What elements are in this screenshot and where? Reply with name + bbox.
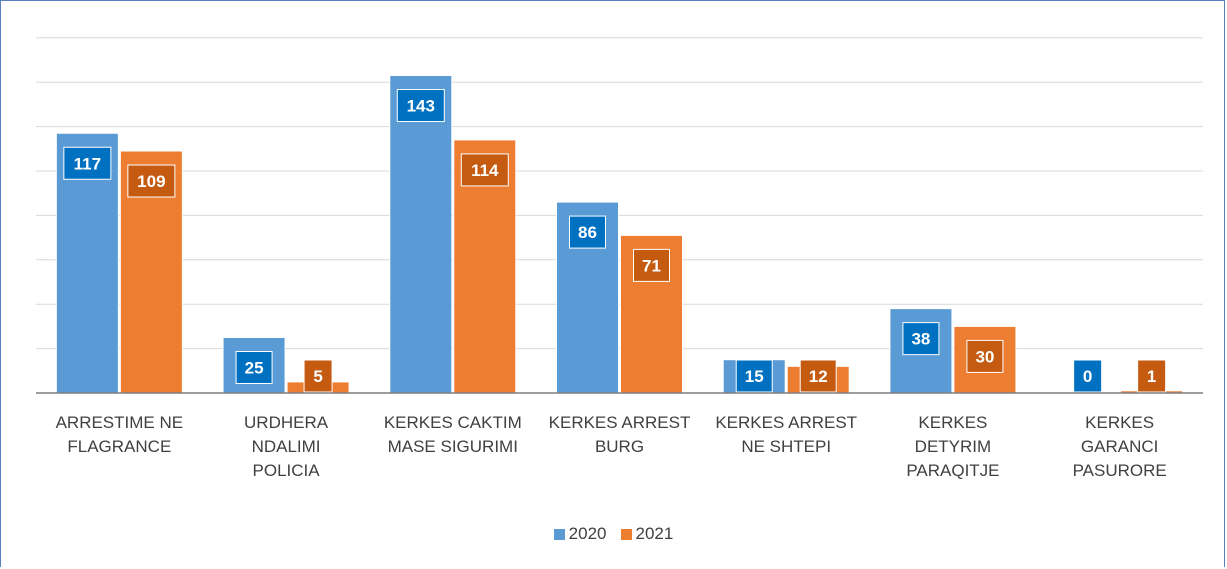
x-tick-label: URDHERA NDALIMI POLICIA — [244, 413, 329, 480]
data-label-2020: 0 — [1083, 367, 1092, 386]
data-label-box-2021 — [303, 359, 333, 393]
data-label-2021: 30 — [975, 347, 994, 366]
bar-2020 — [556, 201, 619, 394]
x-tick-label: KERKES GARANCI PASURORE — [1072, 413, 1167, 480]
data-label-box-2021 — [1137, 359, 1167, 393]
legend: 2020 2021 — [0, 524, 1227, 544]
legend-swatch — [553, 528, 565, 540]
bar-chart: 117 25 143 86 15 38 0 109 5 114 71 12 30 1 — [36, 37, 1203, 394]
data-label-box-2020 — [735, 359, 773, 393]
x-tick-label: KERKES ARREST NE SHTEPI — [715, 413, 858, 456]
legend-item-2020: 2020 — [553, 524, 607, 544]
data-label-2021: 71 — [642, 256, 661, 275]
data-label-box-2020 — [902, 322, 940, 356]
data-label-2021: 1 — [1147, 367, 1156, 386]
x-tick-label: KERKES DETYRIM PARAQITJE — [906, 413, 1000, 480]
data-label-box-2021 — [966, 339, 1004, 373]
data-label-2021: 12 — [809, 367, 828, 386]
x-tick-label: KERKES CAKTIM MASE SIGURIMI — [383, 413, 522, 456]
x-tick-label: KERKES ARREST BURG — [548, 413, 691, 456]
data-label-box-2021 — [799, 359, 837, 393]
x-tick-label: ARRESTIME NE FLAGRANCE — [55, 413, 184, 456]
data-label-box-2021 — [633, 248, 670, 282]
bar-2020 — [389, 75, 453, 394]
data-label-2021: 114 — [471, 161, 499, 180]
data-label-box-2020 — [569, 215, 606, 249]
data-label-2021: 109 — [137, 172, 165, 191]
data-label-box-2021 — [460, 153, 509, 187]
data-label-2020: 15 — [745, 367, 764, 386]
data-label-2020: 86 — [578, 223, 597, 242]
data-label-2020: 25 — [245, 359, 264, 378]
legend-label: 2020 — [568, 524, 607, 543]
data-label-box-2020 — [63, 146, 112, 180]
data-label-box-2020 — [396, 89, 445, 123]
data-label-2021: 5 — [313, 367, 322, 386]
legend-label: 2021 — [635, 524, 674, 543]
data-label-2020: 38 — [911, 330, 930, 349]
data-label-box-2021 — [127, 164, 176, 198]
data-label-2020: 117 — [74, 154, 101, 173]
legend-item-2021: 2021 — [620, 524, 674, 544]
legend-swatch — [620, 528, 632, 540]
data-label-2020: 143 — [407, 97, 435, 116]
data-label-box-2020 — [235, 351, 273, 384]
data-label-box-2020 — [1073, 359, 1103, 393]
